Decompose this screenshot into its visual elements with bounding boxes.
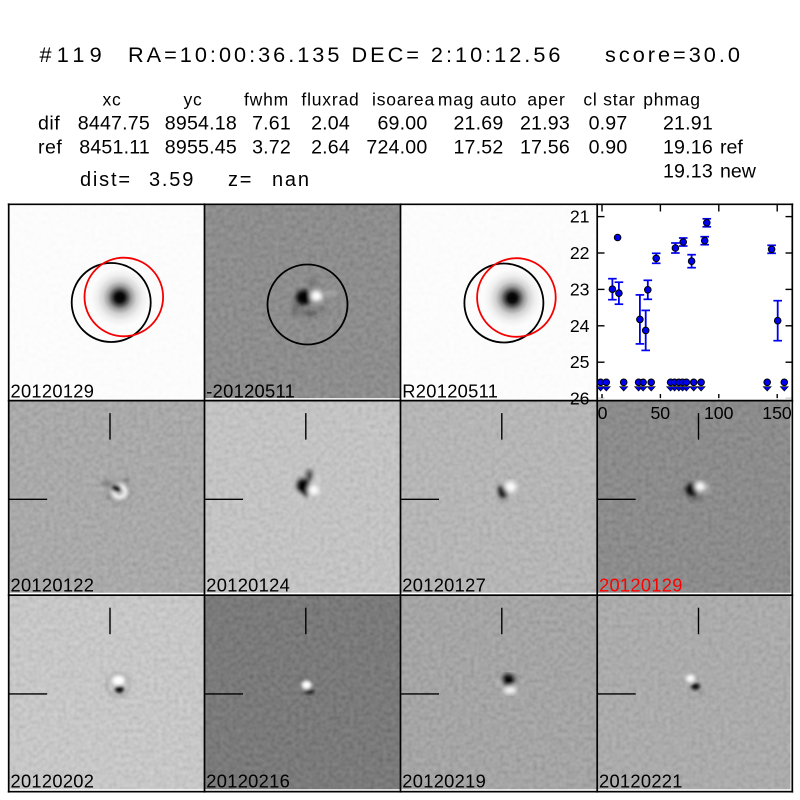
svg-text:z=: z= [228, 169, 253, 191]
svg-text:21: 21 [570, 207, 590, 227]
svg-text:3.72: 3.72 [252, 137, 291, 159]
svg-text:cl star: cl star [583, 90, 635, 110]
svg-text:2.64: 2.64 [311, 137, 350, 159]
svg-text:7.61: 7.61 [252, 113, 291, 135]
svg-text:-20120511: -20120511 [206, 380, 295, 401]
svg-text:20120122: 20120122 [11, 575, 95, 596]
svg-text:RA=10:00:36.135 DEC= 2:10:12.5: RA=10:00:36.135 DEC= 2:10:12.56 [128, 42, 563, 67]
svg-text:20120129: 20120129 [11, 380, 95, 401]
svg-text:2.04: 2.04 [311, 113, 350, 135]
svg-text:23: 23 [570, 279, 590, 299]
svg-text:8954.18: 8954.18 [165, 113, 237, 135]
svg-text:fluxrad: fluxrad [301, 90, 359, 110]
svg-text:17.52: 17.52 [453, 137, 503, 159]
svg-text:3.59: 3.59 [149, 169, 195, 191]
svg-text:21.69: 21.69 [453, 113, 503, 135]
svg-text:xc: xc [102, 90, 121, 110]
svg-text:new: new [720, 161, 757, 183]
svg-text:19.16: 19.16 [663, 137, 713, 159]
svg-text:yc: yc [183, 90, 202, 110]
svg-text:dif: dif [38, 113, 60, 135]
svg-text:8447.75: 8447.75 [78, 113, 150, 135]
svg-text:724.00: 724.00 [366, 137, 427, 159]
svg-text:phmag: phmag [643, 90, 701, 110]
svg-text:26: 26 [570, 389, 590, 409]
svg-text:100: 100 [704, 403, 734, 423]
svg-text:mag auto: mag auto [438, 90, 517, 110]
svg-text:ref: ref [720, 137, 743, 159]
svg-text:20120127: 20120127 [402, 575, 486, 596]
svg-text:20120221: 20120221 [599, 771, 683, 792]
svg-text:150: 150 [762, 403, 792, 423]
svg-text:25: 25 [570, 352, 590, 372]
svg-text:score=30.0: score=30.0 [605, 42, 743, 67]
svg-text:8955.45: 8955.45 [165, 137, 237, 159]
svg-text:69.00: 69.00 [377, 113, 427, 135]
svg-text:20120219: 20120219 [402, 771, 486, 792]
svg-text:21.93: 21.93 [520, 113, 570, 135]
svg-text:0: 0 [598, 403, 608, 423]
svg-text:20120202: 20120202 [11, 771, 95, 792]
svg-text:aper: aper [527, 90, 565, 110]
svg-text:20120129: 20120129 [599, 575, 683, 596]
svg-text:19.13: 19.13 [663, 161, 713, 183]
svg-text:dist=: dist= [80, 169, 132, 191]
svg-text:20120124: 20120124 [206, 575, 290, 596]
svg-text:21.91: 21.91 [663, 113, 713, 135]
svg-text:0.90: 0.90 [589, 137, 628, 159]
svg-text:ref: ref [38, 137, 62, 159]
svg-text:R20120511: R20120511 [402, 380, 498, 401]
svg-text:8451.11: 8451.11 [79, 137, 150, 159]
svg-text:#119: #119 [40, 42, 107, 67]
svg-text:isoarea: isoarea [372, 90, 435, 110]
svg-text:24: 24 [570, 316, 590, 336]
svg-text:17.56: 17.56 [520, 137, 570, 159]
svg-text:0.97: 0.97 [589, 113, 628, 135]
svg-text:50: 50 [650, 403, 670, 423]
svg-text:fwhm: fwhm [244, 90, 289, 110]
svg-text:20120216: 20120216 [206, 771, 290, 792]
svg-text:nan: nan [272, 169, 311, 191]
svg-text:22: 22 [570, 243, 590, 263]
